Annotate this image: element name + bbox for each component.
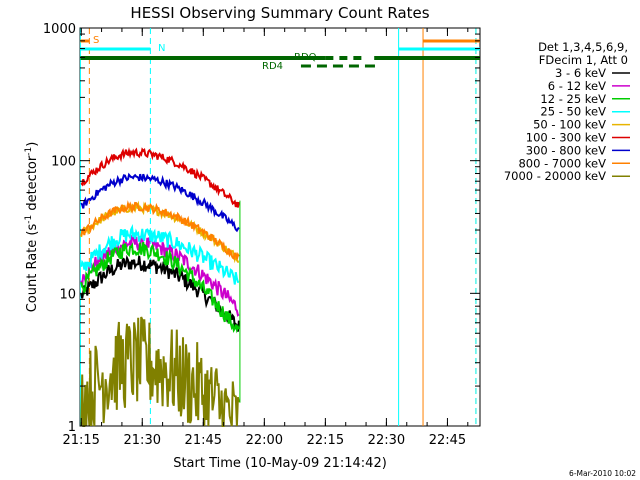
- legend: Det 1,3,4,5,6,9, FDecim 1, Att 0 3 - 6 k…: [504, 40, 630, 183]
- legend-entry-label: 300 - 800 keV: [526, 143, 606, 157]
- x-tick-label: 22:30: [368, 433, 405, 448]
- x-tick-label: 21:15: [62, 433, 99, 448]
- legend-entry-label: 6 - 12 keV: [548, 79, 606, 93]
- y-tick-label: 1: [68, 420, 76, 435]
- legend-entry-label: 800 - 7000 keV: [518, 156, 606, 170]
- chart-title: HESSI Observing Summary Count Rates: [130, 4, 429, 22]
- flag-bars: S N RDQ RD4: [79, 28, 480, 426]
- y-axis: 1 10 100 1000: [43, 22, 480, 435]
- x-tick-label: 22:00: [246, 433, 283, 448]
- y-tick-label: 10: [59, 287, 76, 302]
- series-line-2: [80, 241, 240, 334]
- y-tick-label: 100: [51, 155, 76, 170]
- legend-header-line1: Det 1,3,4,5,6,9,: [538, 40, 628, 54]
- rd4-flag-label: RD4: [262, 61, 283, 72]
- x-axis-label: Start Time (10-May-09 21:14:42): [173, 456, 387, 471]
- legend-entry-label: 25 - 50 keV: [540, 105, 606, 119]
- series-line-3: [80, 223, 240, 285]
- legend-header-line2: FDecim 1, Att 0: [539, 53, 628, 67]
- y-axis-label: Count Rate (s-1 detector-1): [24, 142, 40, 313]
- legend-entry-label: 12 - 25 keV: [540, 92, 606, 106]
- legend-entry-label: 3 - 6 keV: [555, 66, 606, 80]
- series-line-7: [80, 200, 240, 261]
- series-line-5: [80, 147, 240, 208]
- legend-entry-label: 7000 - 20000 keV: [504, 169, 606, 183]
- series-line-8: [80, 316, 240, 427]
- legend-entry-label: 100 - 300 keV: [526, 131, 606, 145]
- series-lines: [80, 147, 241, 427]
- x-tick-label: 22:15: [307, 433, 344, 448]
- x-tick-label: 21:30: [124, 433, 161, 448]
- rdq-flag-label: RDQ: [294, 52, 317, 63]
- x-tick-label: 22:45: [429, 433, 466, 448]
- y-tick-label: 1000: [43, 22, 76, 37]
- legend-entry-label: 50 - 100 keV: [533, 118, 606, 132]
- night-flag-label: N: [158, 43, 165, 54]
- x-tick-label: 21:45: [185, 433, 222, 448]
- series-line-6: [80, 172, 240, 233]
- x-axis: 21:15 21:30 21:45 22:00 22:15 22:30 22:45: [62, 28, 469, 448]
- footer-date: 6-Mar-2010 10:02: [569, 469, 636, 478]
- saa-flag-label: S: [93, 35, 99, 46]
